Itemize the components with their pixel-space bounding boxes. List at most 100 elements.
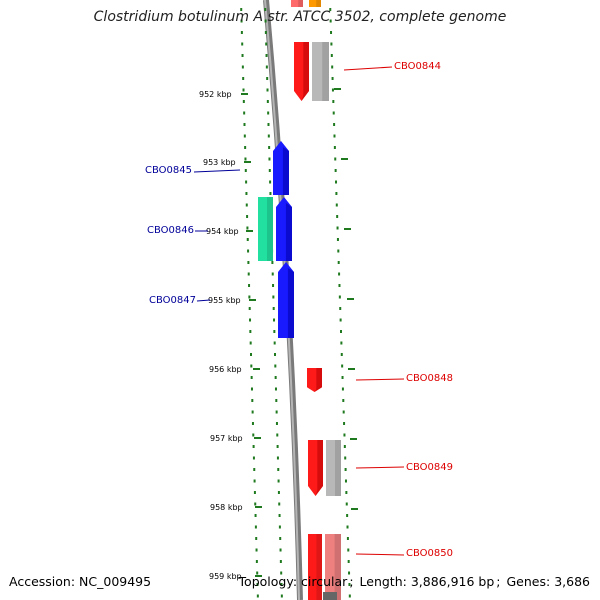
- scale-tick: [249, 299, 256, 301]
- scale-tick-label: 954 kbp: [206, 227, 239, 236]
- dotted-track-left: [244, 169, 247, 172]
- dotted-track-inner: [264, 19, 267, 23]
- dotted-track-inner: [276, 445, 279, 448]
- dotted-track-right: [344, 479, 347, 483]
- gene-label-CBO0847: CBO0847: [149, 295, 196, 306]
- dotted-track-inner: [272, 284, 275, 287]
- dotted-track-inner: [279, 537, 282, 540]
- gene-label-leader: [355, 466, 405, 469]
- dotted-track-left: [253, 468, 256, 471]
- gene-label-leader: [196, 299, 211, 302]
- dotted-track-left: [255, 560, 258, 563]
- dotted-track-left: [245, 203, 248, 207]
- gene-CBO0850-partner-shade: [334, 534, 341, 600]
- dotted-track-left: [251, 422, 254, 425]
- scale-tick-label: 956 kbp: [209, 365, 242, 374]
- dotted-track-inner: [264, 8, 267, 11]
- dotted-track-right: [347, 560, 350, 563]
- length-value: 3,886,916 bp: [410, 574, 495, 589]
- dotted-track-inner: [268, 169, 271, 172]
- dotted-track-right: [337, 261, 340, 264]
- scale-tick: [254, 437, 261, 439]
- dotted-track-inner: [274, 376, 277, 379]
- dotted-track-right: [340, 353, 343, 356]
- dotted-track-right: [348, 594, 351, 598]
- dotted-track-right: [331, 65, 334, 69]
- dotted-track-left: [245, 192, 248, 195]
- right-dash: [351, 508, 358, 510]
- dotted-track-right: [344, 456, 347, 460]
- length-label: Length:: [359, 574, 407, 589]
- gene-label-CBO0844: CBO0844: [394, 61, 441, 72]
- dotted-track-left: [253, 491, 256, 494]
- dotted-track-right: [338, 295, 341, 299]
- dotted-track-right: [339, 318, 342, 322]
- dotted-track-left: [250, 387, 253, 391]
- dotted-track-left: [251, 410, 254, 414]
- scale-tick: [244, 161, 251, 163]
- dotted-track-right: [341, 364, 344, 368]
- dotted-track-right: [336, 215, 339, 218]
- dotted-track-inner: [278, 525, 281, 529]
- dotted-track-right: [348, 571, 351, 575]
- dotted-track-left: [254, 514, 257, 517]
- dotted-track-right: [341, 387, 344, 391]
- dotted-track-inner: [276, 456, 279, 460]
- dotted-track-right: [333, 134, 336, 138]
- dotted-track-inner: [274, 353, 277, 356]
- dotted-track-inner: [279, 560, 282, 563]
- dotted-track-inner: [271, 272, 274, 276]
- dotted-track-inner: [273, 341, 276, 345]
- scale-tick: [241, 93, 248, 95]
- gene-label-leader: [355, 378, 405, 381]
- gene-CBO0845-shade: [282, 147, 289, 195]
- dotted-track-right: [338, 284, 341, 287]
- right-dash: [350, 438, 357, 440]
- gene-CBO0844-pseudo-shade: [322, 42, 329, 101]
- scale-tick: [246, 230, 253, 232]
- dotted-track-right: [345, 491, 348, 494]
- right-dash: [347, 298, 354, 300]
- scale-tick-label: 952 kbp: [199, 90, 232, 99]
- dotted-track-right: [331, 77, 334, 80]
- gene-label-CBO0846: CBO0846: [147, 225, 194, 236]
- dotted-track-right: [335, 180, 338, 184]
- dotted-track-inner: [266, 77, 269, 80]
- dotted-track-right: [343, 433, 346, 437]
- right-dash: [344, 228, 351, 230]
- dotted-track-right: [330, 42, 333, 46]
- gene-CBO0848-shade: [314, 368, 322, 392]
- dotted-track-left: [252, 456, 255, 460]
- dotted-track-inner: [278, 502, 281, 506]
- right-dash: [341, 158, 348, 160]
- dotted-track-left: [240, 19, 243, 23]
- dotted-track-right: [331, 88, 334, 92]
- gene-top-partial-shade: [298, 0, 303, 7]
- dotted-track-left: [241, 42, 244, 46]
- scale-tick: [253, 368, 260, 370]
- genome-stats: Topology: circular; Length: 3,886,916 bp…: [238, 574, 590, 589]
- right-dash: [334, 88, 341, 90]
- dotted-track-right: [330, 31, 333, 34]
- gene-CBO0847-shade: [287, 268, 294, 338]
- scale-tick-label: 955 kbp: [208, 296, 241, 305]
- dotted-track-inner: [265, 54, 268, 57]
- gene-label-CBO0845: CBO0845: [145, 165, 192, 176]
- dotted-track-inner: [279, 548, 282, 552]
- dotted-track-right: [332, 100, 335, 103]
- gene-CBO0846-shade: [285, 203, 292, 261]
- dotted-track-right: [335, 192, 338, 195]
- dotted-track-right: [329, 8, 332, 11]
- gene-label-leader: [355, 553, 405, 556]
- dotted-track-left: [244, 146, 247, 149]
- dotted-track-inner: [269, 192, 272, 195]
- scale-tick-label: 957 kbp: [210, 434, 243, 443]
- dotted-track-inner: [265, 65, 268, 69]
- gene-CBO0846-rna-shade: [267, 197, 273, 261]
- topology-value: circular: [301, 574, 348, 589]
- dotted-track-left: [252, 445, 255, 448]
- accession-label: Accession:: [9, 574, 76, 589]
- dotted-track-left: [247, 261, 250, 264]
- dotted-track-left: [255, 537, 258, 540]
